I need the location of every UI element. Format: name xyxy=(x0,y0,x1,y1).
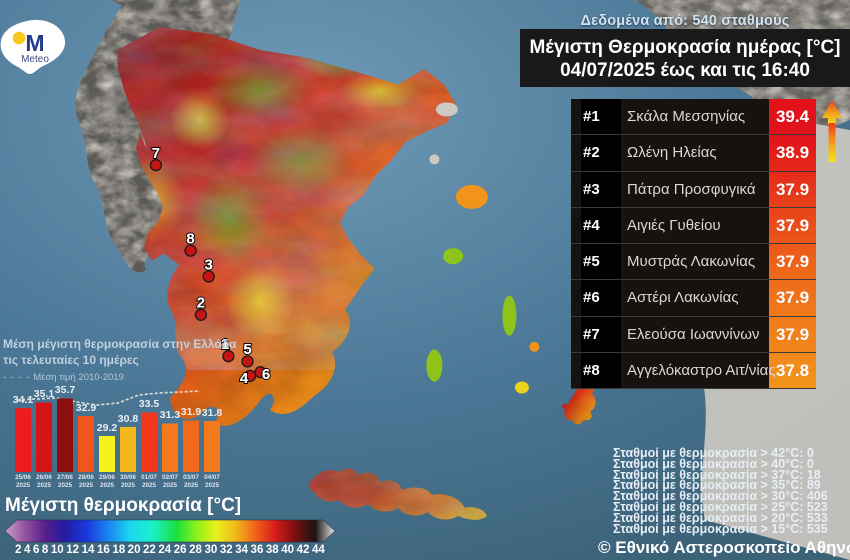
svg-text:2025: 2025 xyxy=(163,482,178,489)
svg-text:2025: 2025 xyxy=(16,482,31,489)
svg-text:03/07: 03/07 xyxy=(183,474,199,481)
svg-text:2025: 2025 xyxy=(205,482,220,489)
svg-text:25/06: 25/06 xyxy=(15,474,31,481)
svg-text:31.8: 31.8 xyxy=(202,407,223,419)
svg-text:6: 6 xyxy=(262,366,270,383)
svg-text:31.9: 31.9 xyxy=(181,406,202,418)
svg-text:2025: 2025 xyxy=(100,482,115,489)
svg-text:Meteo: Meteo xyxy=(21,54,49,65)
svg-text:26/06: 26/06 xyxy=(36,474,52,481)
svg-text:33.5: 33.5 xyxy=(139,398,160,410)
svg-text:8: 8 xyxy=(186,230,194,247)
svg-text:35.7: 35.7 xyxy=(55,384,76,396)
svg-text:M: M xyxy=(25,30,44,56)
svg-text:31.3: 31.3 xyxy=(160,409,181,421)
svg-text:28/06: 28/06 xyxy=(78,474,94,481)
svg-text:2025: 2025 xyxy=(58,482,73,489)
svg-text:04/07: 04/07 xyxy=(204,474,220,481)
svg-text:2025: 2025 xyxy=(142,482,157,489)
svg-text:2025: 2025 xyxy=(121,482,136,489)
svg-text:01/07: 01/07 xyxy=(141,474,157,481)
svg-text:2025: 2025 xyxy=(79,482,94,489)
svg-text:29/06: 29/06 xyxy=(99,474,115,481)
svg-text:29.2: 29.2 xyxy=(97,422,118,434)
svg-text:02/07: 02/07 xyxy=(162,474,178,481)
svg-text:27/06: 27/06 xyxy=(57,474,73,481)
svg-text:2025: 2025 xyxy=(37,482,52,489)
svg-text:30/06: 30/06 xyxy=(120,474,136,481)
svg-text:34.1: 34.1 xyxy=(13,394,34,406)
svg-text:2025: 2025 xyxy=(184,482,199,489)
svg-text:3: 3 xyxy=(205,256,213,273)
svg-text:2: 2 xyxy=(197,295,205,312)
svg-text:30.8: 30.8 xyxy=(118,413,139,425)
svg-text:32.9: 32.9 xyxy=(76,402,97,414)
svg-text:35.1: 35.1 xyxy=(34,388,55,400)
svg-text:7: 7 xyxy=(152,145,160,162)
